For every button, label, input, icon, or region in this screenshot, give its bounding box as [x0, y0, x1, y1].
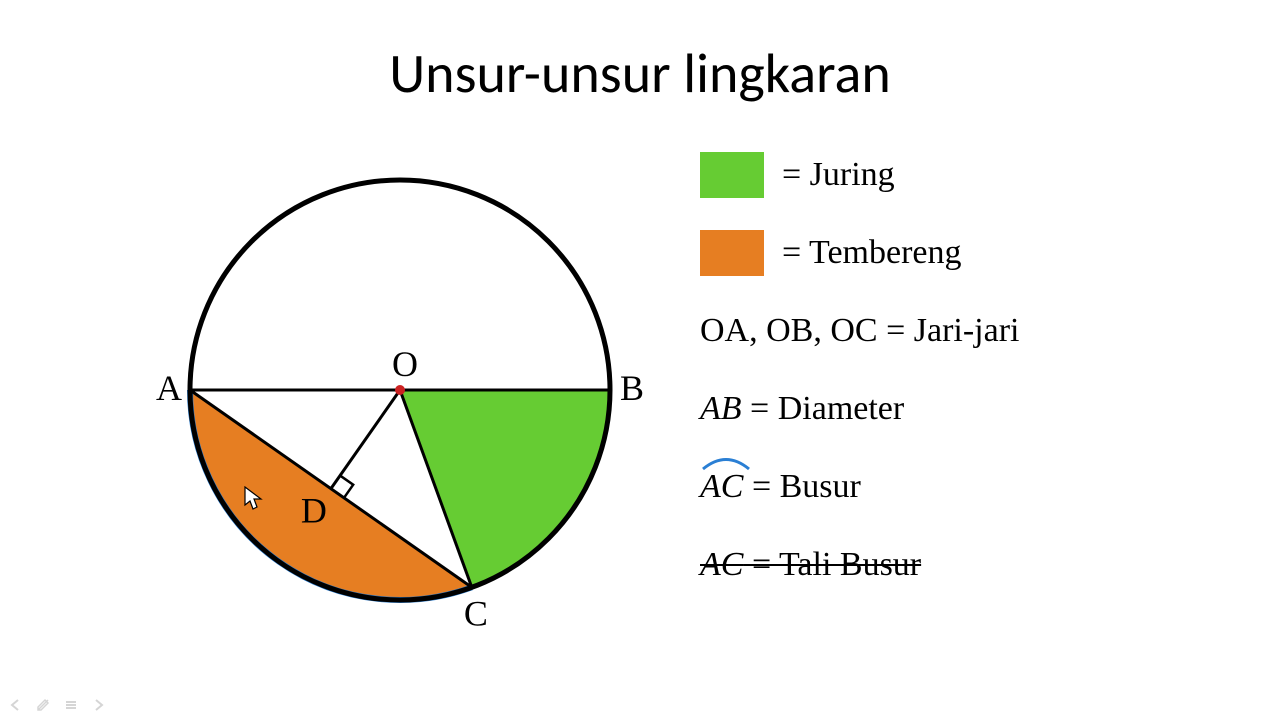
legend-label-tembereng: = Tembereng [782, 234, 962, 272]
label-d: D [301, 491, 327, 531]
swatch-juring [700, 152, 764, 198]
label-c: C [464, 593, 488, 633]
circle-diagram: O A B C D [150, 150, 670, 670]
legend-block: = Juring = Tembereng OA, OB, OC = Jari-j… [700, 150, 1019, 618]
label-b: B [620, 368, 644, 408]
footer-nav-icons [8, 698, 106, 712]
page-title: Unsur-unsur lingkaran [0, 40, 1280, 108]
legend-label-diameter: AB = Diameter [700, 390, 904, 428]
label-a: A [156, 368, 182, 408]
legend-row-diameter: AB = Diameter [700, 384, 1019, 434]
center-point [395, 385, 405, 395]
legend-label-radii: OA, OB, OC = Jari-jari [700, 312, 1019, 350]
nav-menu-icon[interactable] [64, 698, 78, 712]
legend-label-juring: = Juring [782, 156, 895, 194]
swatch-tembereng [700, 230, 764, 276]
line-od [331, 390, 400, 489]
legend-label-busur: AC = Busur [700, 468, 861, 506]
nav-next-icon[interactable] [92, 698, 106, 712]
legend-row-radii: OA, OB, OC = Jari-jari [700, 306, 1019, 356]
nav-pen-icon[interactable] [36, 698, 50, 712]
legend-row-tembereng: = Tembereng [700, 228, 1019, 278]
label-o: O [392, 344, 418, 384]
legend-row-juring: = Juring [700, 150, 1019, 200]
legend-label-talibusur: AC = Tali Busur [700, 546, 921, 584]
legend-row-busur: AC = Busur [700, 462, 1019, 512]
nav-prev-icon[interactable] [8, 698, 22, 712]
legend-row-talibusur: AC = Tali Busur [700, 540, 1019, 590]
right-angle-mark [340, 476, 353, 498]
